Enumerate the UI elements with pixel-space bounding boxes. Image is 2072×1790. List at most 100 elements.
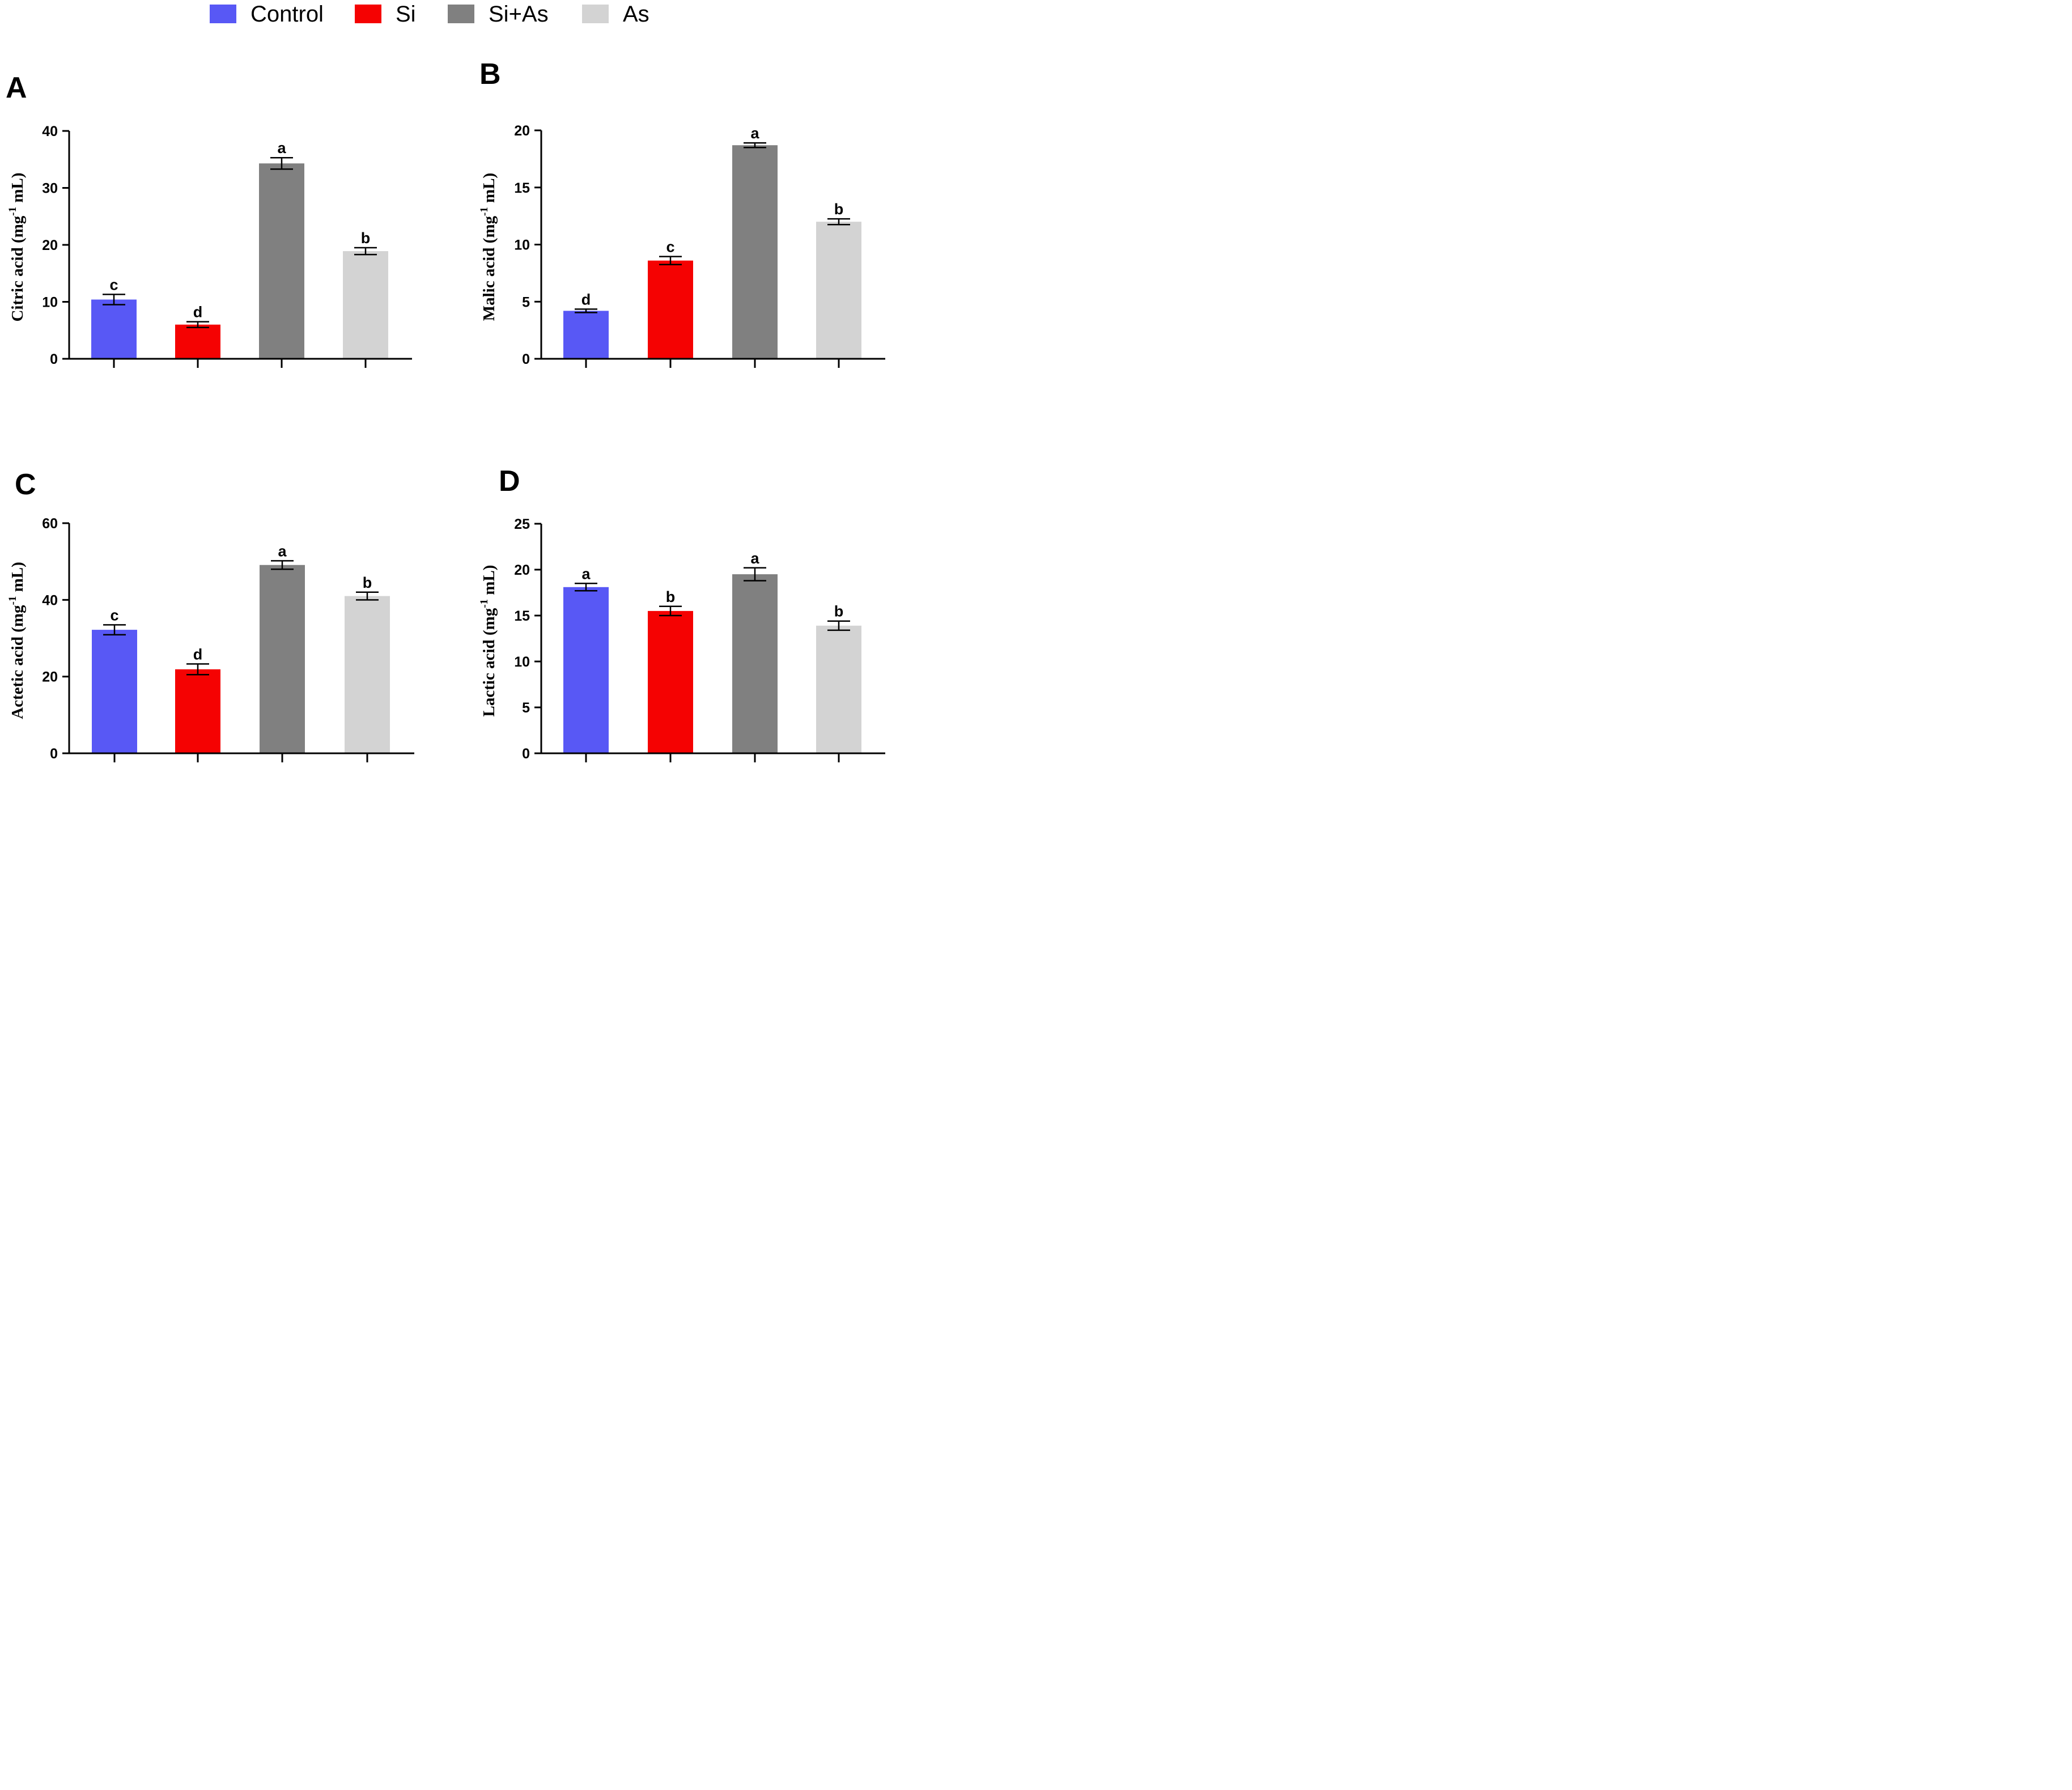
error-bar bbox=[744, 567, 766, 582]
bar-control bbox=[92, 630, 137, 753]
error-bar bbox=[186, 321, 209, 328]
panel-a: Ac d a b 0 10 20 30 40 Citric acid (mg-1 mL) bbox=[6, 71, 412, 368]
error-bar bbox=[354, 247, 377, 256]
significance-letter: a bbox=[278, 542, 287, 559]
error-bar bbox=[270, 156, 293, 170]
legend-label: Si+As bbox=[489, 2, 549, 27]
y-tick-label: 10 bbox=[514, 654, 530, 670]
significance-letter: a bbox=[750, 125, 759, 142]
significance-letter: d bbox=[193, 646, 203, 663]
bar-si-as bbox=[259, 163, 304, 359]
bar-as bbox=[816, 222, 861, 359]
bar-as bbox=[816, 625, 861, 753]
y-tick-label: 0 bbox=[50, 351, 58, 367]
bar-si bbox=[648, 260, 693, 359]
y-tick-label: 0 bbox=[50, 746, 58, 762]
y-tick-label: 5 bbox=[522, 700, 530, 716]
y-axis-title-end: mL) bbox=[480, 565, 498, 599]
error-bar bbox=[744, 142, 766, 149]
legend-item-2: Si bbox=[355, 2, 416, 27]
y-tick-label: 15 bbox=[514, 608, 530, 624]
significance-letter: b bbox=[666, 588, 676, 605]
y-axis-title-main: Actetic acid (mg bbox=[9, 605, 27, 719]
significance-letter: a bbox=[277, 139, 286, 156]
bar-si bbox=[648, 610, 693, 753]
significance-letter: b bbox=[834, 201, 844, 218]
significance-letter: d bbox=[581, 291, 591, 308]
legend-item-1: Control bbox=[210, 2, 324, 27]
legend-label: Control bbox=[250, 2, 324, 27]
significance-letter: a bbox=[581, 565, 591, 582]
y-tick-label: 10 bbox=[42, 295, 58, 311]
legend-label: As bbox=[623, 2, 649, 27]
bar-si bbox=[175, 324, 220, 359]
legend: Control Si Si+As As bbox=[210, 2, 649, 27]
legend-swatch bbox=[210, 5, 236, 23]
y-tick-label: 20 bbox=[42, 237, 58, 253]
y-axis-title: Lactic acid (mg-1 mL) bbox=[478, 565, 498, 717]
y-axis-title: Malic acid (mg-1 mL) bbox=[478, 173, 498, 321]
legend-label: Si bbox=[396, 2, 416, 27]
figure: Control Si Si+As As Ac d a b 0 10 20 30 40 Citric ac… bbox=[6, 2, 885, 762]
legend-swatch bbox=[355, 5, 381, 23]
panel-label: A bbox=[6, 71, 27, 104]
y-tick-label: 60 bbox=[42, 516, 58, 532]
legend-item-3: Si+As bbox=[448, 2, 549, 27]
error-bar bbox=[827, 218, 850, 226]
y-axis-title-end: mL) bbox=[480, 173, 498, 207]
error-bar bbox=[103, 294, 125, 306]
y-tick-label: 20 bbox=[42, 669, 58, 685]
y-tick-label: 10 bbox=[514, 237, 530, 253]
significance-letter: a bbox=[750, 550, 759, 567]
bar-si-as bbox=[260, 565, 305, 753]
significance-letter: c bbox=[109, 276, 118, 293]
error-bar bbox=[575, 583, 597, 592]
y-tick-label: 40 bbox=[42, 592, 58, 608]
y-axis-title-end: mL) bbox=[9, 172, 27, 206]
bar-control bbox=[563, 587, 609, 753]
significance-letter: c bbox=[666, 239, 674, 256]
panel-label: D bbox=[499, 465, 520, 498]
y-axis-title-main: Lactic acid (mg bbox=[480, 608, 498, 716]
y-axis-title-sup: -1 bbox=[7, 207, 19, 216]
error-bar bbox=[827, 620, 850, 631]
panel-label: B bbox=[479, 58, 501, 91]
significance-letter: b bbox=[361, 230, 371, 247]
error-bar bbox=[186, 663, 209, 676]
y-tick-label: 5 bbox=[522, 294, 530, 310]
y-tick-label: 25 bbox=[514, 516, 530, 532]
significance-letter: b bbox=[834, 603, 844, 620]
y-tick-label: 30 bbox=[42, 181, 58, 197]
significance-letter: b bbox=[363, 574, 372, 591]
legend-swatch bbox=[448, 5, 474, 23]
panel-b: Bd c a b 0 5 10 15 20 Malic acid (mg-1 mL) bbox=[478, 58, 885, 368]
y-axis-title-main: Citric acid (mg bbox=[9, 215, 27, 321]
y-tick-label: 0 bbox=[522, 351, 530, 367]
bar-as bbox=[343, 251, 388, 359]
y-axis-title-sup: -1 bbox=[478, 207, 490, 216]
y-axis-title: Citric acid (mg-1 mL) bbox=[7, 172, 27, 321]
y-axis-title-sup: -1 bbox=[7, 596, 19, 605]
y-axis-title-end: mL) bbox=[9, 562, 27, 596]
bar-control bbox=[563, 311, 609, 359]
panel-c: Cc d a b 0 20 40 60 Actetic acid (mg-1 mL) bbox=[7, 468, 414, 762]
bar-as bbox=[345, 596, 390, 753]
bar-si-as bbox=[732, 574, 778, 753]
y-axis-title-sup: -1 bbox=[478, 599, 490, 608]
significance-letter: d bbox=[193, 304, 203, 321]
error-bar bbox=[271, 560, 294, 570]
panel-label: C bbox=[15, 468, 36, 501]
panel-d: Da b a b 0 5 10 15 20 25 Lactic acid (mg-1 mL) bbox=[478, 465, 885, 762]
error-bar bbox=[575, 308, 597, 313]
y-tick-label: 0 bbox=[522, 746, 530, 762]
y-axis-title: Actetic acid (mg-1 mL) bbox=[7, 562, 27, 719]
error-bar bbox=[659, 256, 682, 266]
error-bar bbox=[356, 591, 379, 601]
error-bar bbox=[103, 624, 126, 636]
error-bar bbox=[659, 605, 682, 617]
y-tick-label: 20 bbox=[514, 562, 530, 578]
bar-si bbox=[175, 669, 220, 753]
significance-letter: c bbox=[110, 606, 118, 623]
bar-si-as bbox=[732, 145, 778, 359]
